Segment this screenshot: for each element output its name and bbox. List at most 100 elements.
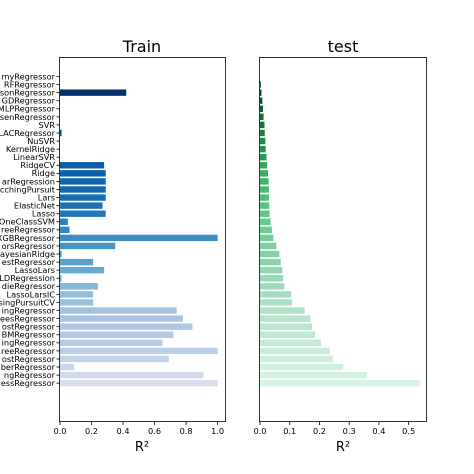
train-category-label: Lasso xyxy=(32,209,55,219)
train-category-label: Lars xyxy=(38,192,55,202)
train-bar xyxy=(60,266,105,274)
test-x-tick-label: 0.5 xyxy=(402,426,415,436)
test-bar xyxy=(260,266,283,274)
test-bar xyxy=(260,258,281,266)
train-category-label: Ridge xyxy=(32,168,55,178)
train-bar xyxy=(60,226,70,234)
train-category-label: sonRegressor xyxy=(0,88,56,98)
train-x-tick-label: 1.0 xyxy=(211,426,224,436)
train-axes-frame xyxy=(59,57,226,422)
train-category-label: RidgeCV xyxy=(20,160,55,170)
train-bar xyxy=(60,258,94,266)
train-bar xyxy=(60,371,204,379)
train-category-label: ingRegressor xyxy=(2,338,56,348)
test-bar xyxy=(260,170,269,177)
train-category-label: senRegressor xyxy=(0,112,56,122)
test-bar xyxy=(260,331,315,338)
test-bar xyxy=(260,250,280,258)
test-bar xyxy=(260,339,321,347)
train-bars xyxy=(60,89,218,387)
train-bar xyxy=(60,355,169,363)
test-bar xyxy=(260,186,269,193)
train-category-label: reeRegressor xyxy=(1,346,56,356)
train-category-label: myRegressor xyxy=(1,71,55,81)
train-category-label: MLPRegressor xyxy=(0,104,56,114)
test-bar xyxy=(260,89,262,96)
train-x-tick-label: 0.6 xyxy=(148,426,161,436)
test-bar xyxy=(260,81,261,88)
test-bar xyxy=(260,97,263,104)
train-bar xyxy=(60,218,68,225)
train-category-label: LassoLars xyxy=(15,265,55,275)
test-bar xyxy=(260,218,271,225)
train-bar xyxy=(60,194,106,201)
test-x-tick-label: 0.1 xyxy=(283,426,296,436)
train-category-label: essRegressor xyxy=(1,378,56,388)
train-category-label: ostRegressor xyxy=(2,354,56,364)
train-bar xyxy=(60,170,106,177)
train-category-label: reeRegressor xyxy=(1,225,56,235)
train-bar xyxy=(60,202,103,209)
train-bar xyxy=(60,178,106,185)
test-bar xyxy=(260,323,313,330)
test-bar xyxy=(260,226,272,234)
train-bar xyxy=(60,162,105,169)
train-bar xyxy=(60,379,218,387)
train-category-label: ayesianRidge xyxy=(0,249,55,259)
test-bar xyxy=(260,275,284,282)
test-bar xyxy=(260,315,311,322)
train-category-label: ngRegressor xyxy=(4,370,56,380)
train-bar xyxy=(60,331,174,338)
train-category-label: NuSVR xyxy=(27,136,55,146)
train-x-tick-label: 0.8 xyxy=(180,426,193,436)
train-bar xyxy=(60,89,127,96)
train-category-label: orsRegressor xyxy=(2,241,56,251)
train-category-label: BMRegressor xyxy=(2,330,56,340)
train-bar xyxy=(60,242,116,250)
test-title: test xyxy=(328,37,359,56)
train-x-axis: 0.0 0.2 0.4 0.6 0.8 1.0 xyxy=(53,421,224,436)
train-category-labels: myRegressorRFRegressorsonRegressorGDRegr… xyxy=(0,71,60,388)
train-category-label: LassoLarsIC xyxy=(7,289,56,299)
train-x-tick-label: 0.4 xyxy=(117,426,130,436)
train-bar xyxy=(60,283,98,290)
test-bar xyxy=(260,105,263,112)
test-bar xyxy=(260,113,264,121)
train-bar xyxy=(60,363,75,371)
train-bar xyxy=(60,275,62,282)
test-x-tick-label: 0.3 xyxy=(343,426,356,436)
test-bar xyxy=(260,178,269,185)
train-category-label: singPursuitCV xyxy=(0,297,55,307)
train-category-label: LDRegression xyxy=(0,273,55,283)
train-bar xyxy=(60,234,218,242)
test-bar xyxy=(260,355,333,363)
test-bar xyxy=(260,283,285,290)
test-bar xyxy=(260,210,270,217)
test-x-tick-label: 0.2 xyxy=(313,426,326,436)
test-bar xyxy=(260,194,269,201)
test-panel: test 0.0 0.1 0.2 0.3 0.4 0.5 R² xyxy=(253,37,427,455)
test-bar xyxy=(260,234,274,242)
train-bar xyxy=(60,347,218,355)
train-bar xyxy=(60,291,94,298)
test-bar xyxy=(260,145,266,153)
train-bar xyxy=(60,323,193,330)
train-panel: Train myRegressorRFRegressorsonRegressor… xyxy=(0,37,226,455)
train-category-label: GDRegressor xyxy=(2,96,56,106)
test-bar xyxy=(260,291,292,298)
train-bar xyxy=(60,210,106,217)
test-x-axis-label: R² xyxy=(336,440,350,455)
train-category-label: KernelRidge xyxy=(6,144,55,154)
test-bars xyxy=(260,81,421,387)
test-axes-frame xyxy=(259,57,427,422)
test-x-axis: 0.0 0.1 0.2 0.3 0.4 0.5 xyxy=(253,421,415,436)
train-bar xyxy=(60,250,62,258)
train-category-label: OneClassSVM xyxy=(0,217,55,227)
train-category-label: arRegression xyxy=(2,176,55,186)
train-bar xyxy=(60,315,183,322)
test-bar xyxy=(260,307,305,314)
test-bar xyxy=(260,121,265,129)
train-bar xyxy=(60,299,94,306)
test-bar xyxy=(260,347,330,355)
